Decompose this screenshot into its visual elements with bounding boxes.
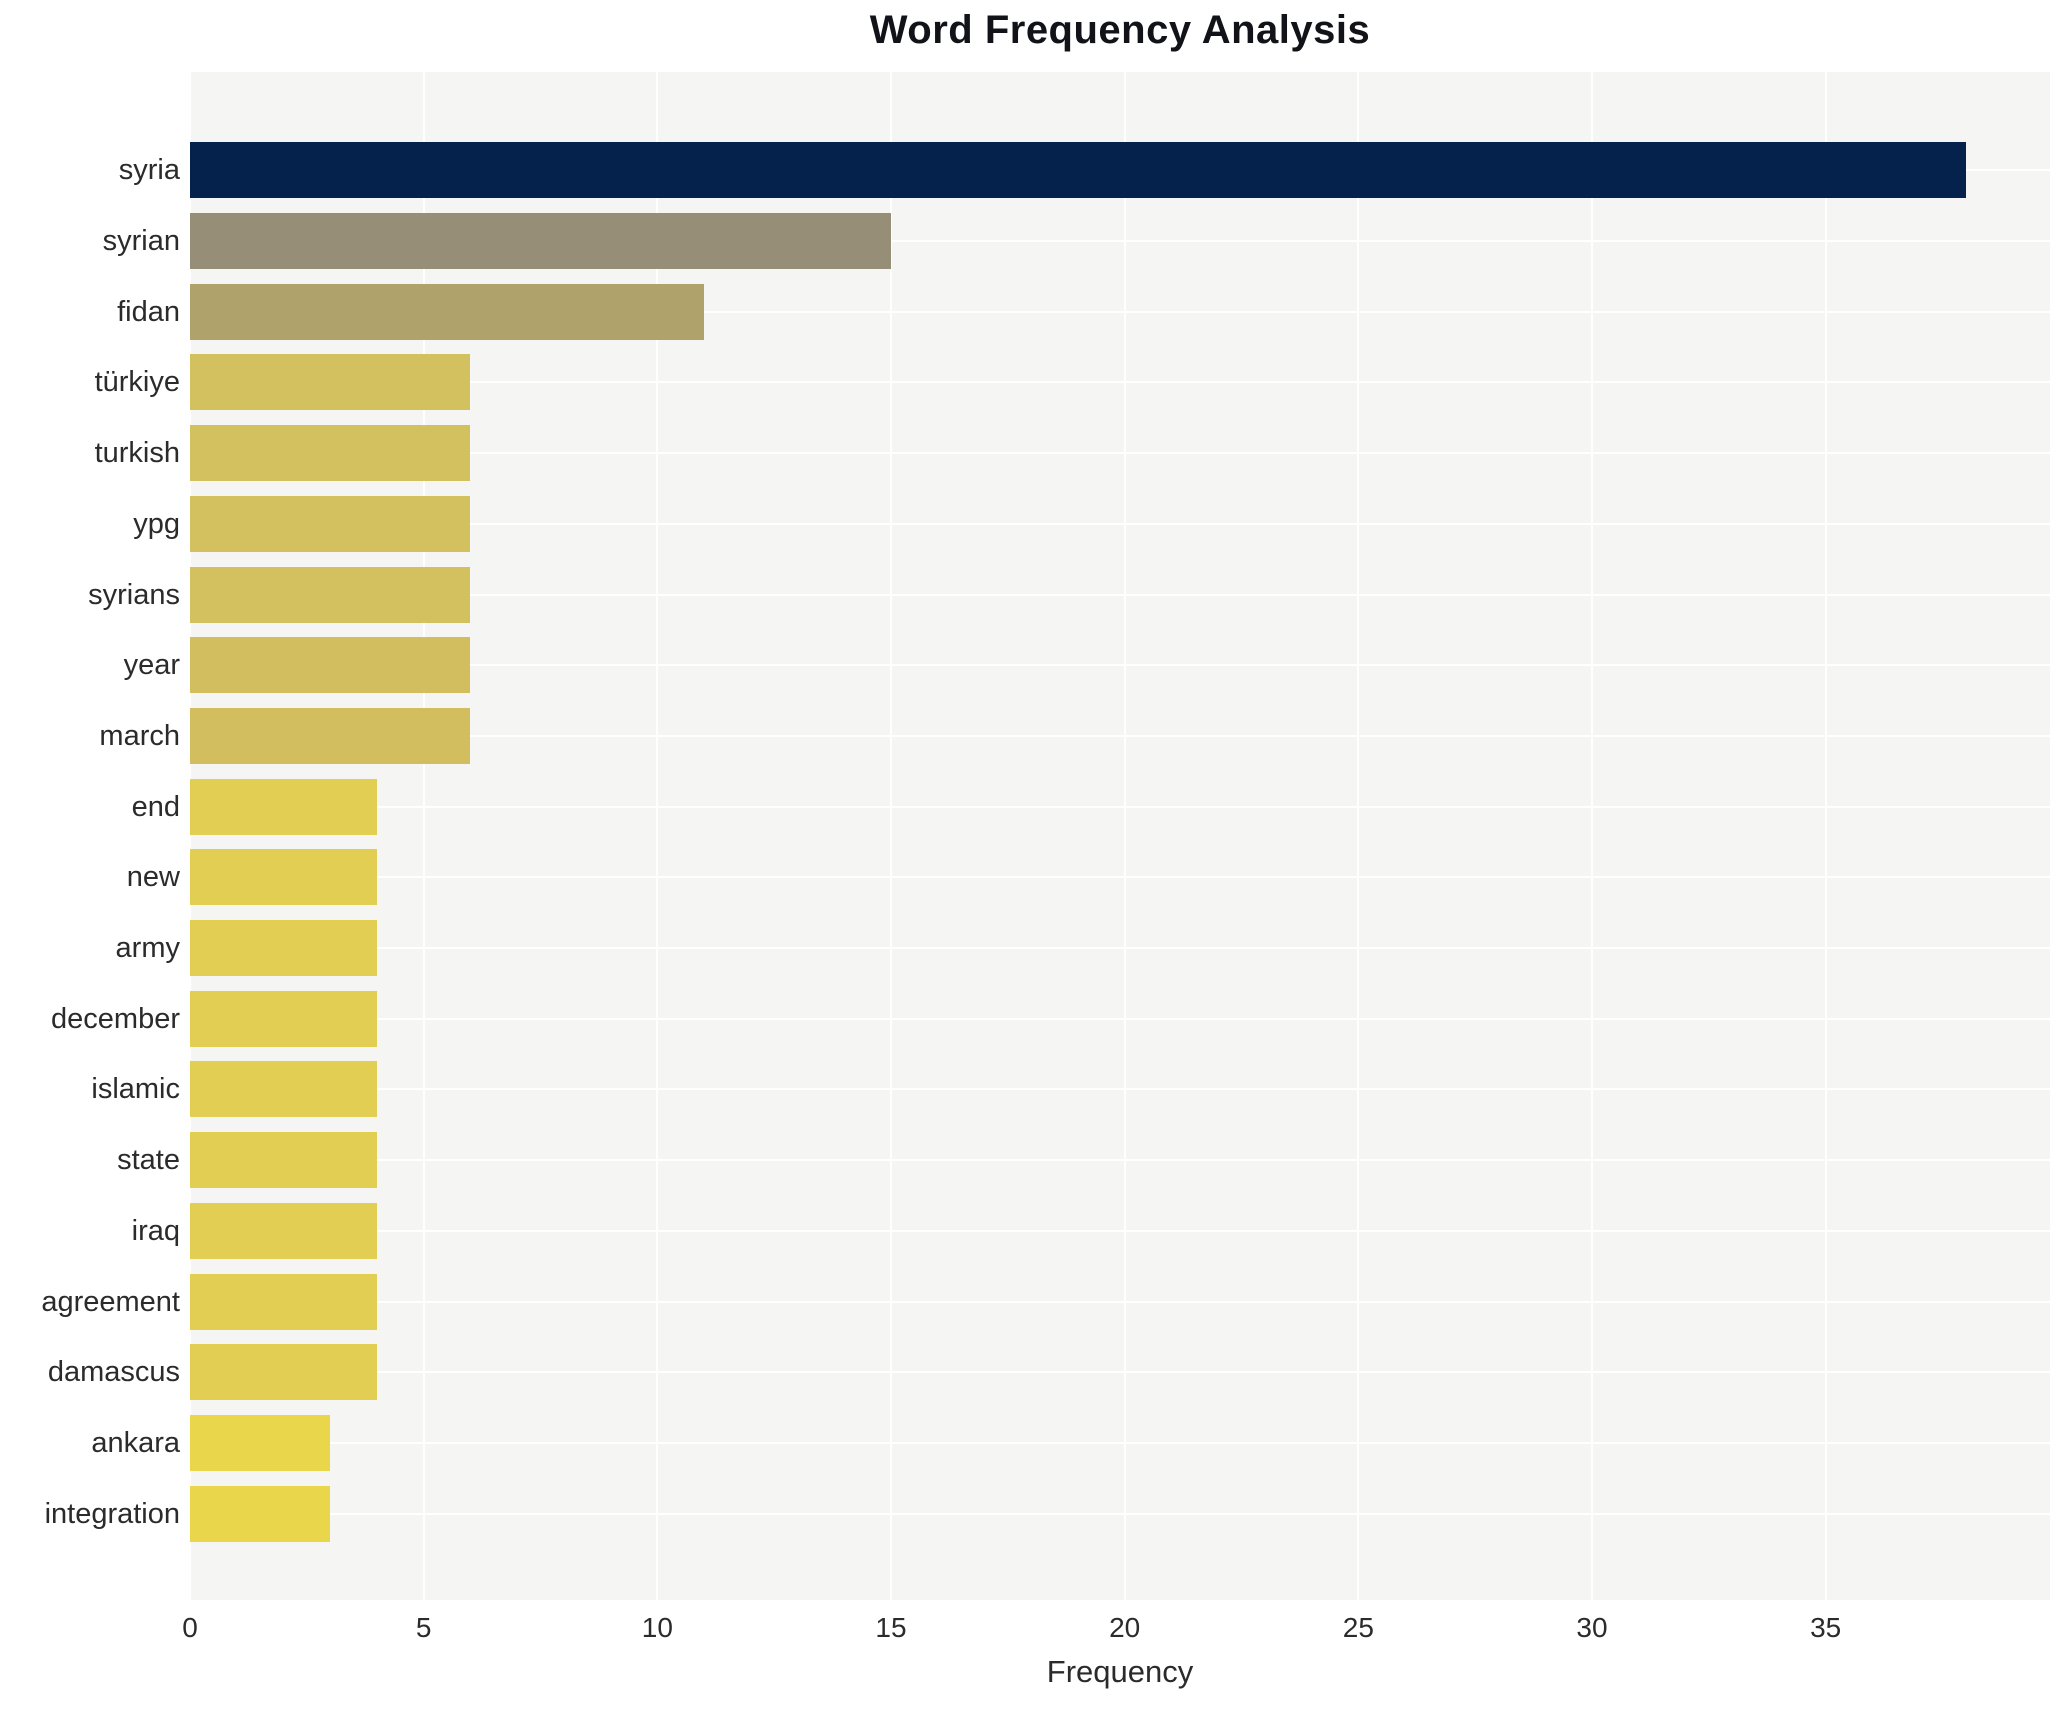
x-tick-label: 0	[182, 1612, 198, 1643]
x-tick-label: 15	[875, 1612, 907, 1643]
gridline-horizontal	[190, 1371, 2050, 1374]
gridline-horizontal	[190, 1088, 2050, 1091]
bar-syrian	[190, 213, 891, 270]
y-axis-label-turkish: turkish	[94, 437, 180, 470]
y-axis-label-ypg: ypg	[133, 507, 180, 540]
gridline-horizontal	[190, 452, 2050, 455]
x-tick-label: 5	[415, 1612, 432, 1643]
gridline-vertical	[1357, 72, 1360, 1600]
gridline-vertical	[656, 72, 659, 1600]
bar-year	[190, 637, 471, 694]
gridline-horizontal	[190, 240, 2050, 243]
y-axis-label-syria: syria	[118, 154, 180, 187]
bar-march	[190, 707, 471, 764]
gridline-horizontal	[190, 664, 2050, 667]
y-axis-label-army: army	[115, 932, 180, 965]
gridline-horizontal	[190, 310, 2050, 313]
y-axis-label-damascus: damascus	[47, 1356, 180, 1389]
chart-title: Word Frequency Analysis	[869, 8, 1371, 52]
gridline-horizontal	[190, 593, 2050, 596]
bar-end	[190, 778, 377, 835]
gridline-vertical	[189, 72, 191, 1600]
bar-fidan	[190, 283, 705, 340]
gridline-horizontal	[190, 805, 2050, 808]
gridline-horizontal	[190, 1229, 2050, 1232]
gridline-horizontal	[190, 1300, 2050, 1303]
y-axis-label-march: march	[99, 719, 180, 752]
y-axis-label-new: new	[126, 861, 180, 894]
y-axis-label-islamic: islamic	[91, 1073, 180, 1106]
gridline-vertical	[890, 72, 892, 1600]
bar-syrians	[190, 566, 471, 623]
y-axis-label-fidan: fidan	[117, 295, 180, 328]
gridline-horizontal	[190, 522, 2050, 525]
y-axis-label-december: december	[51, 1002, 180, 1035]
bar-iraq	[190, 1202, 377, 1259]
gridline-horizontal	[190, 1017, 2050, 1020]
gridline-horizontal	[190, 1159, 2050, 1162]
x-tick-label: 35	[1810, 1612, 1842, 1643]
gridline-horizontal	[190, 734, 2050, 737]
bar-turkish	[190, 425, 471, 482]
plot-area	[189, 72, 2050, 1600]
y-axis-label-state: state	[117, 1144, 180, 1177]
bar-ankara	[190, 1414, 331, 1471]
x-tick-label: 10	[641, 1612, 673, 1643]
gridline-horizontal	[190, 876, 2050, 879]
y-axis-label-syrians: syrians	[88, 578, 180, 611]
x-axis-title: Frequency	[1046, 1654, 1194, 1689]
bar-agreement	[190, 1273, 377, 1330]
bar-türkiye	[190, 354, 471, 411]
gridline-vertical	[1591, 72, 1593, 1600]
gridline-vertical	[422, 72, 425, 1600]
bar-new	[190, 849, 377, 906]
y-axis-label-integration: integration	[44, 1497, 180, 1530]
y-axis-label-end: end	[131, 790, 180, 823]
gridline-vertical	[1123, 72, 1126, 1600]
bar-army	[190, 920, 377, 977]
x-tick-label: 20	[1109, 1612, 1141, 1643]
bar-syria	[190, 142, 1966, 199]
gridline-vertical	[1824, 72, 1827, 1600]
y-axis-label-year: year	[123, 649, 180, 682]
bar-islamic	[190, 1061, 377, 1118]
x-tick-label: 30	[1576, 1612, 1608, 1643]
bar-december	[190, 990, 377, 1047]
y-axis-label-türkiye: türkiye	[94, 366, 180, 399]
gridline-horizontal	[190, 1441, 2050, 1444]
gridline-horizontal	[190, 1512, 2050, 1515]
x-tick-label: 25	[1342, 1612, 1374, 1643]
bar-damascus	[190, 1344, 377, 1401]
y-axis-label-ankara: ankara	[91, 1426, 180, 1459]
bar-ypg	[190, 495, 471, 552]
y-axis-label-agreement: agreement	[41, 1285, 180, 1318]
bar-state	[190, 1132, 377, 1189]
gridline-horizontal	[190, 381, 2050, 384]
y-axis-label-iraq: iraq	[131, 1214, 180, 1247]
gridline-horizontal	[190, 947, 2050, 950]
y-axis-label-syrian: syrian	[102, 225, 180, 258]
bar-integration	[190, 1485, 331, 1542]
